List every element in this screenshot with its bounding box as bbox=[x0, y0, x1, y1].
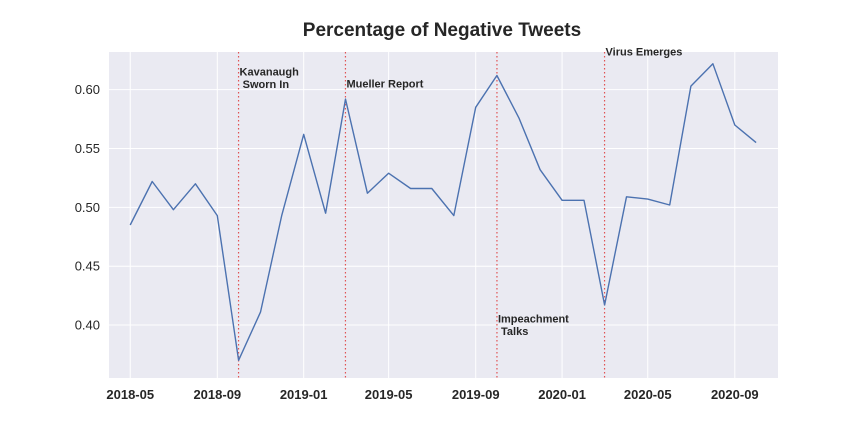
x-tick-labels: 2018-05 2018-09 2019-01 2019-05 2019-09 2020-… bbox=[106, 387, 758, 402]
data-point bbox=[194, 182, 197, 185]
data-point bbox=[172, 208, 175, 211]
data-point bbox=[129, 223, 132, 226]
data-point bbox=[452, 214, 455, 217]
event-annotation: Mueller Report bbox=[346, 78, 423, 90]
series-group bbox=[129, 62, 757, 362]
data-point bbox=[259, 310, 262, 313]
data-point bbox=[646, 198, 649, 201]
data-point bbox=[560, 199, 563, 202]
data-point bbox=[151, 180, 154, 183]
y-tick-label: 0.45 bbox=[75, 259, 100, 274]
x-tick-label: 2020-09 bbox=[711, 387, 759, 402]
data-point bbox=[711, 62, 714, 65]
data-point bbox=[474, 106, 477, 109]
data-point bbox=[430, 187, 433, 190]
x-tick-label: 2020-01 bbox=[538, 387, 586, 402]
x-tick-label: 2019-05 bbox=[365, 387, 413, 402]
x-tick-label: 2020-05 bbox=[624, 387, 672, 402]
data-point bbox=[517, 116, 520, 119]
data-point bbox=[409, 187, 412, 190]
data-point bbox=[625, 195, 628, 198]
data-point bbox=[237, 359, 240, 362]
event-annotation: Kavanaugh Sworn In bbox=[240, 67, 300, 92]
data-point bbox=[216, 214, 219, 217]
data-point bbox=[539, 168, 542, 171]
y-tick-label: 0.50 bbox=[75, 200, 100, 215]
x-tick-label: 2019-01 bbox=[280, 387, 328, 402]
data-point bbox=[280, 214, 283, 217]
y-tick-label: 0.55 bbox=[75, 141, 100, 156]
data-point bbox=[603, 303, 606, 306]
y-tick-label: 0.60 bbox=[75, 82, 100, 97]
data-point bbox=[344, 97, 347, 100]
data-point bbox=[366, 192, 369, 195]
data-point bbox=[495, 74, 498, 77]
chart-title: Percentage of Negative Tweets bbox=[303, 20, 581, 41]
series-line bbox=[129, 63, 757, 361]
data-point bbox=[754, 141, 757, 144]
event-annotation: Impeachment Talks bbox=[498, 314, 569, 339]
annotations: Kavanaugh Sworn In Mueller Report Impeachm… bbox=[240, 47, 683, 339]
x-tick-label: 2018-05 bbox=[106, 387, 154, 402]
plot-background bbox=[109, 52, 778, 378]
data-point bbox=[689, 85, 692, 88]
data-point bbox=[668, 203, 671, 206]
data-point bbox=[324, 212, 327, 215]
grid-lines bbox=[109, 52, 778, 378]
data-point bbox=[733, 123, 736, 126]
event-annotation: Virus Emerges bbox=[606, 47, 683, 59]
data-point bbox=[387, 172, 390, 175]
data-point bbox=[302, 133, 305, 136]
x-tick-label: 2018-09 bbox=[193, 387, 241, 402]
y-tick-label: 0.40 bbox=[75, 318, 100, 333]
data-point bbox=[582, 199, 585, 202]
y-tick-labels: 0.40 0.45 0.50 0.55 0.60 bbox=[75, 82, 100, 332]
x-tick-label: 2019-09 bbox=[452, 387, 500, 402]
